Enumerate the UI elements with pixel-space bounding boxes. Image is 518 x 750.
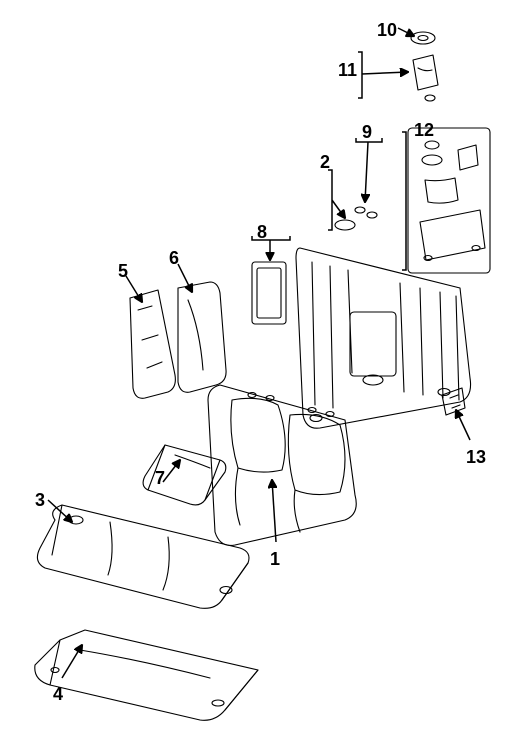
callout-9: 9	[362, 122, 372, 143]
callout-2: 2	[320, 152, 330, 173]
leader-lines	[0, 0, 518, 750]
callout-5: 5	[118, 261, 128, 282]
callout-8: 8	[257, 222, 267, 243]
callout-7: 7	[155, 468, 165, 489]
callout-6: 6	[169, 248, 179, 269]
callout-12: 12	[414, 120, 434, 141]
callout-4: 4	[53, 684, 63, 705]
callout-3: 3	[35, 490, 45, 511]
callout-10: 10	[377, 20, 397, 41]
callout-1: 1	[270, 549, 280, 570]
exploded-diagram: 1 2 3 4 5 6 7 8 9 10 11 12 13	[0, 0, 518, 750]
callout-11: 11	[338, 60, 357, 81]
callout-13: 13	[466, 447, 486, 468]
